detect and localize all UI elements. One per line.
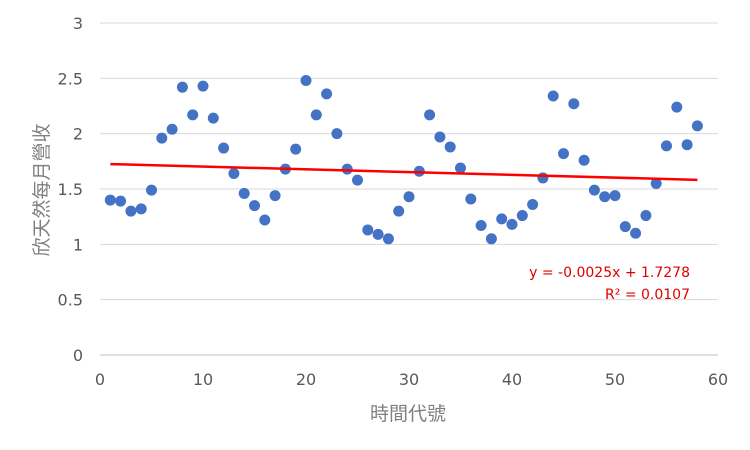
data-point [578,154,590,166]
y-axis-tick-labels: 0 0.5 1 1.5 2 2.5 3 [58,14,83,365]
data-point [444,141,456,153]
data-point [207,112,219,124]
data-point [259,214,271,226]
data-point [135,203,147,215]
y-tick-label: 0 [73,346,83,365]
data-point [691,120,703,132]
data-point [465,193,477,205]
gridlines [100,22,718,356]
data-point [650,177,662,189]
y-tick-label: 1.5 [58,180,83,199]
x-tick-label: 60 [708,370,728,389]
data-point [516,210,528,222]
data-point [331,128,343,140]
data-point [362,224,374,236]
x-tick-label: 50 [605,370,625,389]
y-tick-label: 0.5 [58,291,83,310]
data-point [228,168,240,180]
y-axis-title: 欣天然每月營收 [31,123,53,256]
data-point [403,191,415,203]
y-tick-label: 3 [73,14,83,33]
trendline [110,162,698,182]
data-point [424,109,436,121]
data-point [115,195,127,207]
y-tick-label: 2 [73,125,83,144]
x-axis-tick-labels: 0 10 20 30 40 50 60 [95,370,728,389]
data-point [393,205,405,217]
data-point [187,109,199,121]
x-tick-label: 30 [399,370,419,389]
data-point [640,210,652,222]
data-point [104,194,116,206]
x-tick-label: 20 [296,370,316,389]
data-point [176,81,188,93]
data-point [475,220,487,232]
data-point [341,163,353,175]
data-point [310,109,322,121]
data-point [588,184,600,196]
x-axis-title: 時間代號 [370,403,446,425]
data-point [166,123,178,135]
data-point [671,101,683,113]
data-point [547,90,559,102]
data-point [630,227,642,239]
y-tick-label: 2.5 [58,69,83,88]
data-point [506,218,518,230]
data-point [249,200,260,212]
trendline-equation: y = -0.0025x + 1.7278 [529,265,690,281]
y-tick-label: 1 [73,235,83,254]
data-point [527,198,539,210]
data-point [238,187,250,199]
data-point [269,190,281,202]
data-point [300,75,312,87]
data-point [455,162,466,174]
data-point [146,184,157,196]
data-point [352,174,363,186]
data-point [485,233,497,245]
data-point [197,80,209,92]
data-point [218,142,230,154]
x-tick-label: 40 [502,370,522,389]
data-point [321,88,333,100]
data-point [382,233,394,245]
data-point [661,140,672,152]
data-point [434,131,446,143]
data-points [104,75,703,245]
x-tick-label: 0 [95,370,105,389]
data-point [125,205,137,217]
data-point [568,98,580,110]
x-tick-label: 10 [193,370,213,389]
data-point [599,191,611,203]
data-point [372,228,384,240]
data-point [496,213,508,225]
data-point [156,132,168,144]
data-point [537,172,549,184]
data-point [609,190,621,202]
trendline-r-squared: R² = 0.0107 [605,287,690,303]
data-point [558,148,569,160]
data-point [681,139,693,151]
data-point [290,143,302,155]
data-point [619,221,631,233]
